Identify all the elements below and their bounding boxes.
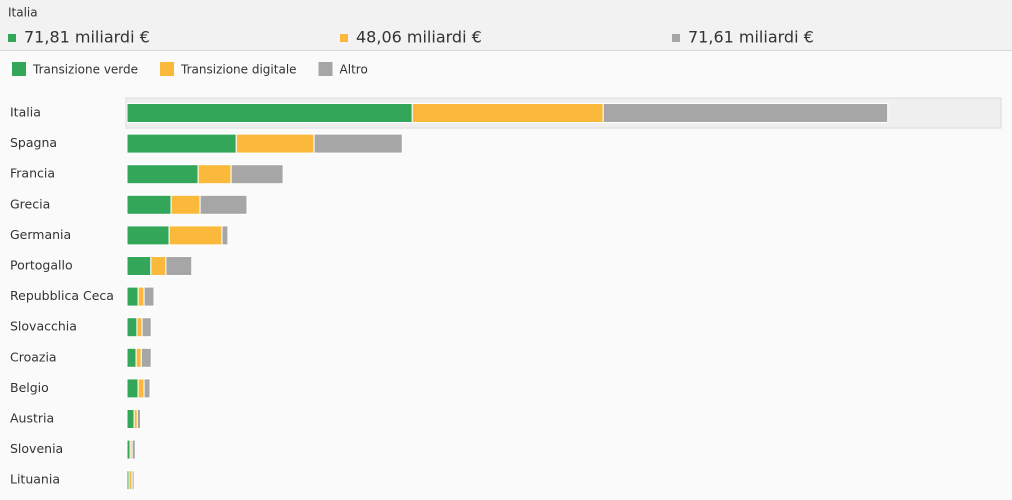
bar-segment [221,225,229,246]
bar-segment [143,378,151,399]
bar-segment [135,347,142,368]
header-swatch [340,34,348,42]
category-label: Lituania [10,472,60,487]
category-label: Grecia [10,196,50,211]
category-label: Slovenia [10,441,63,456]
legend-label: Transizione digitale [180,63,297,77]
header-value: 71,61 miliardi € [688,28,814,47]
bar-segment [126,409,135,429]
bar-segment [126,378,139,399]
legend-label: Transizione verde [32,63,138,77]
bar-segment [126,194,172,215]
bar-segment [235,133,315,154]
bar-segment [126,133,237,154]
bar-segment [140,347,152,368]
header-panel [0,0,1012,50]
category-label: Italia [10,105,41,120]
category-label: Portogallo [10,258,73,273]
bar-segment [137,378,145,399]
bar-segment [199,194,248,215]
legend-swatch [160,62,175,76]
bar-segment [168,225,223,246]
bar-segment [126,225,170,246]
header-value: 48,06 miliardi € [356,28,482,47]
bar-segment [126,256,152,276]
header-swatch [672,34,680,42]
bar-segment [131,470,135,491]
bar-segment [150,256,167,276]
category-label: Austria [10,411,54,426]
bar-segment [137,286,145,307]
bar-segment [230,164,284,185]
bar-segment [170,194,201,215]
bar-segment [165,256,193,276]
bar-segment [602,103,889,123]
category-label: Slovacchia [10,319,77,334]
header-value: 71,81 miliardi € [24,28,150,47]
bar-segment [131,439,136,460]
bar-segment [313,133,403,154]
category-label: Croazia [10,349,57,364]
bar-segment [141,317,152,338]
category-label: Belgio [10,380,49,395]
bar-segment [126,317,138,338]
category-label: Spagna [10,135,57,150]
legend-label: Altro [340,63,368,77]
bar-segment [411,103,604,123]
bar-segment [126,347,137,368]
bar-segment [136,409,142,429]
legend-swatch [12,62,26,76]
bar-segment [143,286,155,307]
category-label: Francia [10,166,55,181]
header-swatch [8,34,16,42]
bar-segment [136,317,143,338]
bar-segment [126,286,139,307]
legend-swatch [318,62,333,76]
header-title: Italia [8,6,38,20]
category-label: Germania [10,227,71,242]
bar-segment [197,164,232,185]
bar-segment [126,164,199,185]
bar-segment [126,103,413,123]
category-label: Repubblica Ceca [10,288,114,303]
